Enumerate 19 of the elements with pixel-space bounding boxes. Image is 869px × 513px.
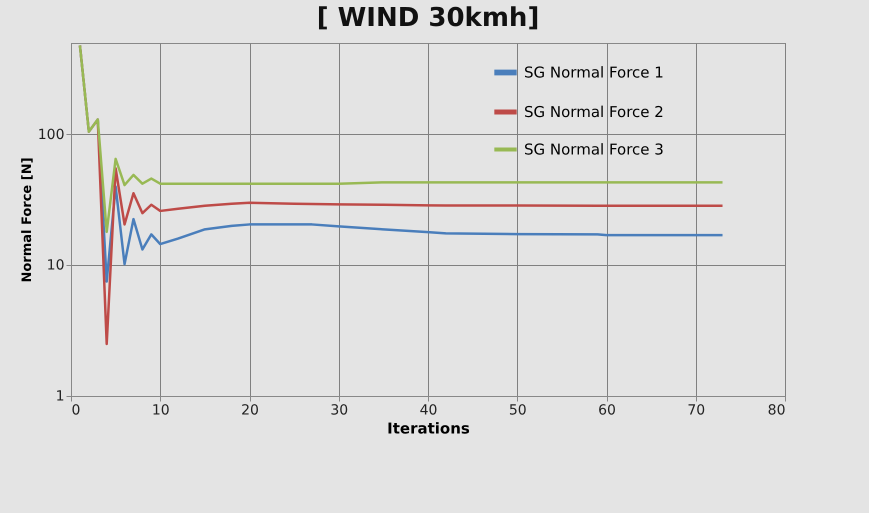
x-tick-label: 0 — [72, 402, 80, 418]
x-tick-label: 80 — [768, 402, 786, 418]
legend-label: SG Normal Force 2 — [524, 103, 664, 121]
line-series — [78, 44, 724, 234]
y-tick-label: 10 — [46, 258, 64, 274]
y-tick-label: 1 — [56, 388, 64, 404]
legend-label: SG Normal Force 3 — [524, 140, 664, 158]
x-tick-label: 60 — [598, 402, 616, 418]
x-tick-label: 10 — [152, 402, 170, 418]
y-tick-label: 100 — [38, 126, 64, 143]
x-tick-label: 50 — [508, 402, 527, 418]
x-tick-label: 70 — [687, 402, 706, 418]
chart-title: [ WIND 30kmh] — [316, 3, 540, 33]
x-tick-label: 40 — [420, 402, 438, 418]
x-tick-label: 20 — [241, 402, 259, 418]
x-axis-title: Iterations — [387, 420, 470, 438]
y-axis-title: Normal Force [N] — [20, 157, 35, 283]
legend-label: SG Normal Force 1 — [524, 64, 664, 82]
x-tick-label: 30 — [330, 402, 348, 418]
